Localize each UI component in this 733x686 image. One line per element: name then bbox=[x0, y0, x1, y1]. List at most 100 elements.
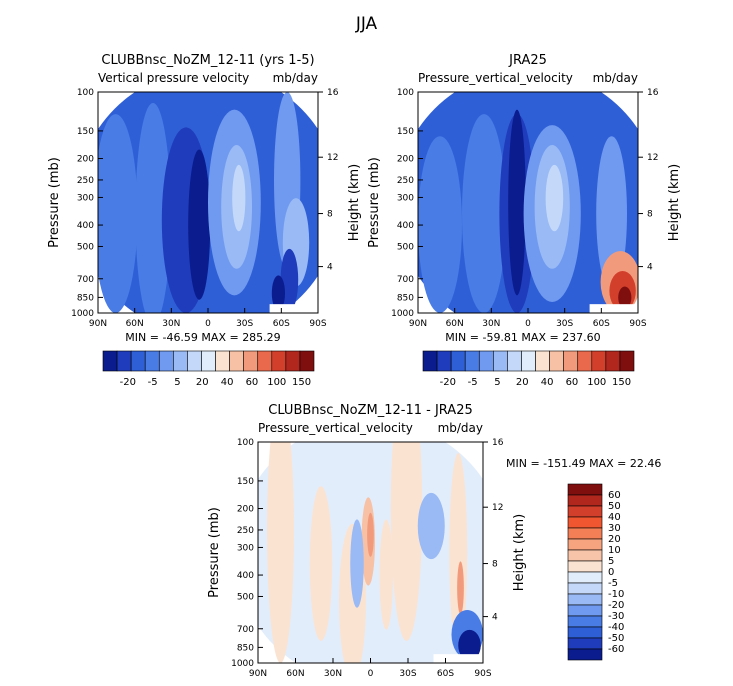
x-tick-label: 90N bbox=[89, 319, 107, 329]
page-title: JJA bbox=[355, 14, 378, 34]
colorbar-label: 20 bbox=[608, 534, 621, 545]
colorbar-swatch bbox=[116, 350, 132, 372]
topography-mask bbox=[269, 304, 318, 313]
colorbar-label: -10 bbox=[608, 589, 624, 600]
colorbar-swatch bbox=[567, 527, 603, 540]
colorbar-swatch bbox=[493, 350, 508, 372]
chart-subtitle-right: mb/day bbox=[438, 421, 483, 435]
colorbar-swatch bbox=[567, 483, 603, 496]
colorbar-swatch bbox=[567, 538, 603, 551]
colorbar-label: -5 bbox=[608, 578, 618, 589]
contour-region bbox=[545, 164, 564, 232]
y-tick-label: 300 bbox=[237, 543, 254, 553]
colorbar-swatch bbox=[535, 350, 550, 372]
chart-panel-3: CLUBBnsc_NoZM_12-11 - JRA25 Pressure_vert… bbox=[207, 403, 661, 679]
colorbar-label: 5 bbox=[494, 377, 500, 388]
colorbar-swatch bbox=[257, 350, 273, 372]
contour-region bbox=[458, 629, 481, 661]
chart-title: CLUBBnsc_NoZM_12-11 (yrs 1-5) bbox=[101, 53, 314, 68]
colorbar-swatch bbox=[619, 350, 635, 372]
contour-region bbox=[508, 109, 526, 296]
y2-tick-label: 12 bbox=[492, 503, 503, 513]
contour-region bbox=[418, 136, 462, 313]
y2-tick-label: 4 bbox=[647, 263, 653, 273]
colorbar-label: 40 bbox=[541, 377, 554, 388]
colorbar-swatch bbox=[563, 350, 579, 372]
y-tick-label: 150 bbox=[397, 127, 414, 137]
y-tick-label: 500 bbox=[397, 242, 414, 252]
x-tick-label: 0 bbox=[525, 319, 531, 329]
contour-field bbox=[98, 92, 318, 313]
colorbar-label: -40 bbox=[608, 622, 624, 633]
y2-tick-label: 16 bbox=[492, 438, 504, 448]
x-tick-label: 60S bbox=[437, 669, 454, 679]
colorbar-label: -20 bbox=[608, 600, 624, 611]
colorbar-swatch bbox=[567, 615, 603, 628]
contour-region bbox=[618, 286, 632, 309]
y-tick-label: 200 bbox=[397, 155, 414, 165]
contour-region bbox=[267, 442, 294, 663]
colorbar-swatch bbox=[144, 350, 160, 372]
contour-region bbox=[367, 512, 374, 557]
colorbar-swatch bbox=[567, 494, 603, 507]
colorbar-swatch bbox=[422, 350, 438, 372]
colorbar-swatch bbox=[299, 350, 315, 372]
x-tick-label: 30N bbox=[482, 319, 500, 329]
colorbar-swatch bbox=[478, 350, 494, 372]
contour-region bbox=[188, 149, 211, 300]
x-tick-label: 60S bbox=[273, 319, 290, 329]
colorbar-swatch bbox=[285, 350, 301, 372]
colorbar-swatch bbox=[507, 350, 522, 372]
min-max-label: MIN = -151.49 MAX = 22.46 bbox=[506, 457, 661, 470]
colorbar-swatch bbox=[567, 516, 603, 529]
colorbar-swatch bbox=[567, 582, 603, 595]
contour-region bbox=[98, 114, 138, 313]
colorbar-swatch bbox=[591, 350, 607, 372]
x-tick-label: 0 bbox=[368, 669, 374, 679]
x-tick-label: 90S bbox=[629, 319, 646, 329]
y2-tick-label: 8 bbox=[492, 560, 498, 570]
colorbar-swatch bbox=[521, 350, 536, 372]
colorbar-label: 5 bbox=[174, 377, 180, 388]
colorbar-swatch bbox=[102, 350, 118, 372]
colorbar-swatch bbox=[130, 350, 146, 372]
y-tick-label: 150 bbox=[77, 127, 94, 137]
y-tick-label: 700 bbox=[237, 625, 254, 635]
contour-region bbox=[135, 103, 171, 313]
chart-title: JRA25 bbox=[508, 53, 547, 68]
x-tick-label: 90S bbox=[309, 319, 326, 329]
y-tick-label: 100 bbox=[237, 438, 254, 448]
colorbar-swatch bbox=[549, 350, 564, 372]
y-tick-label: 400 bbox=[237, 571, 254, 581]
contour-region bbox=[390, 442, 423, 641]
colorbar-label: -20 bbox=[120, 377, 136, 388]
colorbar-label: 60 bbox=[246, 377, 259, 388]
contour-region bbox=[309, 486, 333, 641]
y-tick-label: 1000 bbox=[231, 659, 254, 669]
x-tick-label: 60N bbox=[126, 319, 144, 329]
y-axis-label: Pressure (mb) bbox=[367, 157, 382, 248]
contour-field bbox=[258, 442, 483, 663]
colorbar-label: 40 bbox=[221, 377, 234, 388]
x-tick-label: 30N bbox=[324, 669, 342, 679]
y-tick-label: 400 bbox=[397, 221, 414, 231]
chart-subtitle-left: Vertical pressure velocity bbox=[98, 71, 249, 85]
y-tick-label: 100 bbox=[397, 88, 414, 98]
colorbar-label: -60 bbox=[608, 644, 624, 655]
colorbar-swatch bbox=[567, 571, 603, 584]
chart-subtitle-left: Pressure_vertical_velocity bbox=[258, 421, 413, 435]
chart-panel-1: CLUBBnsc_NoZM_12-11 (yrs 1-5) Vertical pr… bbox=[47, 53, 362, 388]
y-tick-label: 500 bbox=[77, 242, 94, 252]
x-tick-label: 30N bbox=[162, 319, 180, 329]
colorbar-swatch bbox=[158, 350, 174, 372]
contour-region bbox=[457, 561, 464, 615]
y-tick-label: 500 bbox=[237, 592, 254, 602]
y-tick-label: 850 bbox=[397, 293, 414, 303]
colorbar-swatch bbox=[229, 350, 244, 372]
x-tick-label: 60S bbox=[593, 319, 610, 329]
y2-tick-label: 12 bbox=[327, 153, 338, 163]
chart-subtitle-left: Pressure_vertical_velocity bbox=[418, 71, 573, 85]
x-tick-label: 60N bbox=[446, 319, 464, 329]
colorbar-swatch bbox=[215, 350, 230, 372]
